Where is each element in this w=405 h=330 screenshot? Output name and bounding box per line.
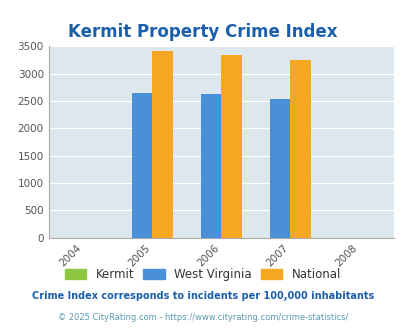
Bar (290, 60, 310, 238)
Text: Kermit Property Crime Index: Kermit Property Crime Index (68, 23, 337, 41)
Bar (269, 99, 290, 238)
Legend: Kermit, West Virginia, National: Kermit, West Virginia, National (60, 263, 345, 286)
Bar (200, 94, 221, 238)
Bar (221, 55, 241, 238)
Bar (152, 50, 173, 238)
Text: © 2025 CityRating.com - https://www.cityrating.com/crime-statistics/: © 2025 CityRating.com - https://www.city… (58, 313, 347, 322)
Bar (131, 93, 152, 238)
Text: Crime Index corresponds to incidents per 100,000 inhabitants: Crime Index corresponds to incidents per… (32, 291, 373, 301)
